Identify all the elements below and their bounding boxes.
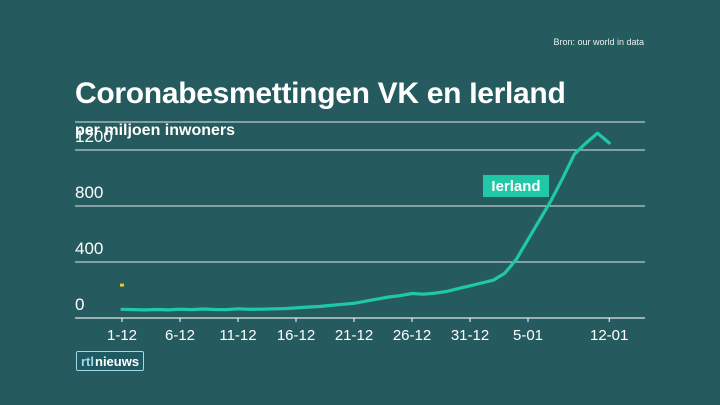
x-tick-label-26-12: 26-12	[393, 327, 431, 344]
logo-rtl-text: rtl	[81, 353, 94, 369]
rtl-nieuws-logo: rtl nieuws	[76, 351, 145, 371]
chart-subtitle: per miljoen inwoners	[75, 122, 236, 139]
x-tick-label-31-12: 31-12	[451, 327, 489, 344]
series-line-ierland	[120, 131, 611, 312]
source-label: Bron: our world in data	[553, 37, 644, 47]
y-tick-label-1200: 1200	[75, 127, 113, 146]
y-tick-label-800: 800	[75, 183, 103, 202]
x-tick-label-21-12: 21-12	[335, 327, 373, 344]
x-tick-label-12-01: 12-01	[590, 327, 628, 344]
x-tick-label-16-12: 16-12	[277, 327, 315, 344]
y-tick-label-0: 0	[75, 295, 84, 314]
x-tick-label-6-12: 6-12	[165, 327, 195, 344]
marker-point	[120, 283, 124, 287]
chart-title: Coronabesmettingen VK en Ierland	[75, 77, 566, 110]
x-tick-label-5-01: 5-01	[513, 327, 543, 344]
series-label-ierland: Ierland	[491, 178, 540, 195]
y-tick-label-400: 400	[75, 239, 103, 258]
x-tick-label-11-12: 11-12	[219, 327, 256, 344]
x-tick-label-1-12: 1-12	[107, 327, 137, 344]
series-label-box-ierland	[483, 175, 549, 197]
logo-nieuws-text: nieuws	[95, 353, 140, 369]
